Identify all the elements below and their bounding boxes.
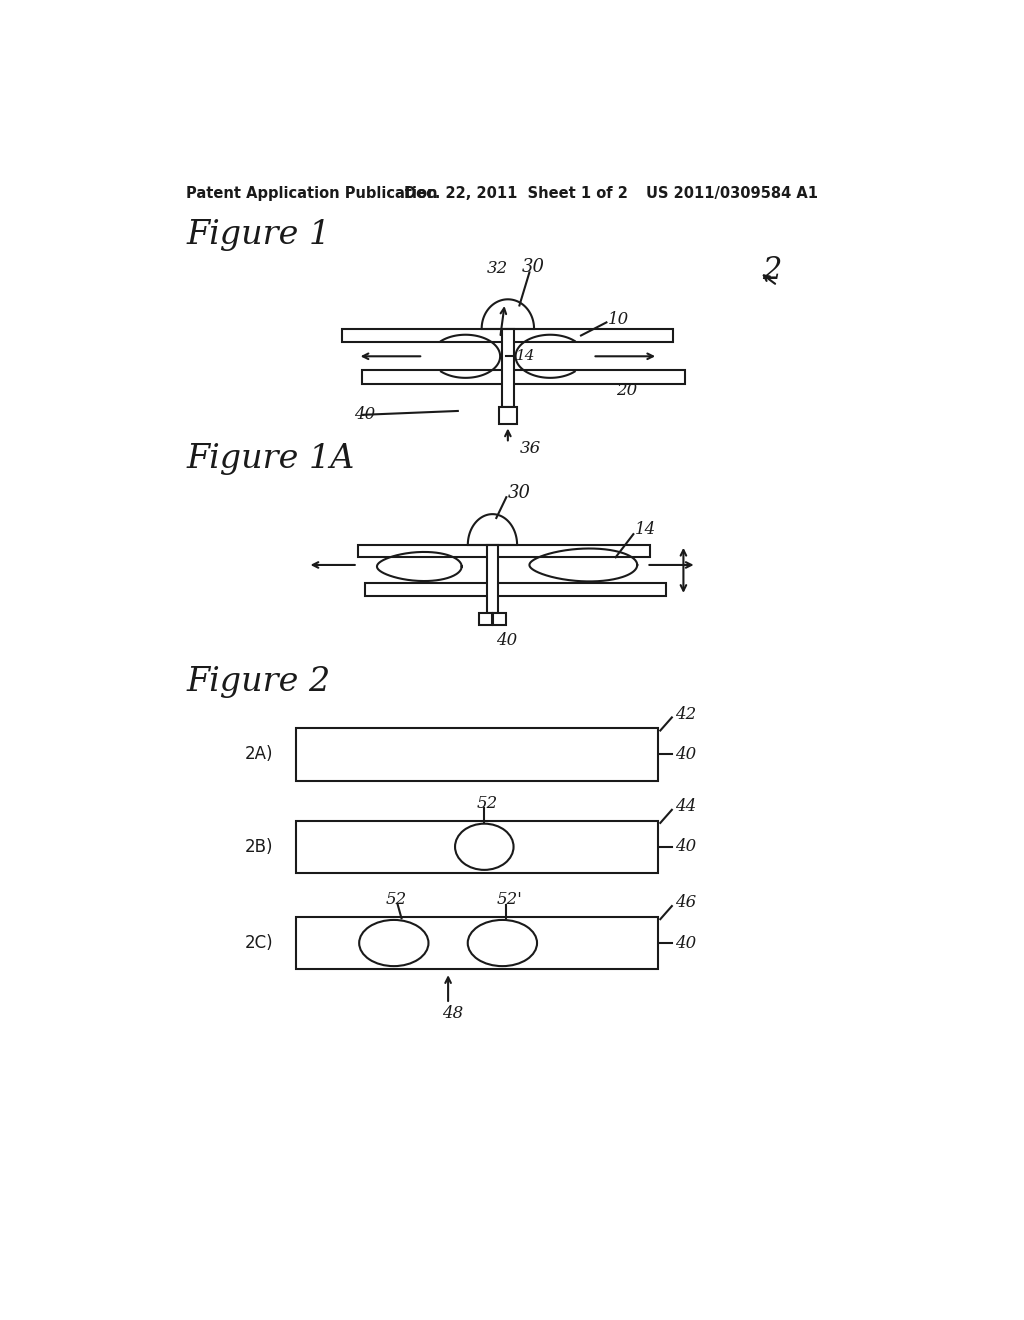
Bar [499, 407, 517, 424]
Text: 20: 20 [615, 381, 637, 399]
Text: 52': 52' [497, 891, 522, 908]
Bar [479, 612, 492, 626]
Text: 30: 30 [508, 483, 530, 502]
Bar [296, 821, 658, 873]
Text: 40: 40 [675, 935, 696, 952]
Ellipse shape [468, 920, 537, 966]
Text: Patent Application Publication: Patent Application Publication [186, 186, 437, 201]
Bar [342, 329, 674, 342]
Text: 46: 46 [675, 895, 696, 912]
Text: 44: 44 [675, 799, 696, 816]
Text: 40: 40 [497, 632, 517, 649]
Text: 52: 52 [386, 891, 408, 908]
Text: 10: 10 [608, 310, 629, 327]
Ellipse shape [359, 920, 428, 966]
Bar [296, 917, 658, 969]
Text: 40: 40 [354, 407, 375, 424]
Bar [361, 370, 685, 384]
Text: US 2011/0309584 A1: US 2011/0309584 A1 [646, 186, 818, 201]
Text: 30: 30 [521, 257, 545, 276]
Bar [494, 612, 506, 626]
Text: 36: 36 [519, 440, 541, 457]
Text: Dec. 22, 2011  Sheet 1 of 2: Dec. 22, 2011 Sheet 1 of 2 [403, 186, 628, 201]
Text: 2: 2 [762, 255, 781, 285]
Text: 48: 48 [442, 1006, 463, 1023]
Text: 2C): 2C) [245, 935, 273, 952]
Text: 32: 32 [486, 260, 508, 277]
Bar [487, 545, 498, 612]
Text: 14: 14 [635, 521, 656, 539]
Text: 14: 14 [515, 350, 536, 363]
Bar [366, 583, 666, 595]
Text: Figure 1: Figure 1 [186, 219, 331, 251]
Bar [357, 545, 650, 557]
Text: 42: 42 [675, 706, 696, 723]
Text: 40: 40 [675, 838, 696, 855]
Bar [502, 329, 514, 407]
Bar [296, 729, 658, 780]
Text: Figure 2: Figure 2 [186, 667, 331, 698]
Text: 2B): 2B) [245, 838, 273, 855]
Text: 52: 52 [476, 795, 498, 812]
Text: 40: 40 [675, 746, 696, 763]
Ellipse shape [455, 824, 514, 870]
Text: 2A): 2A) [245, 746, 273, 763]
Text: Figure 1A: Figure 1A [186, 442, 354, 475]
